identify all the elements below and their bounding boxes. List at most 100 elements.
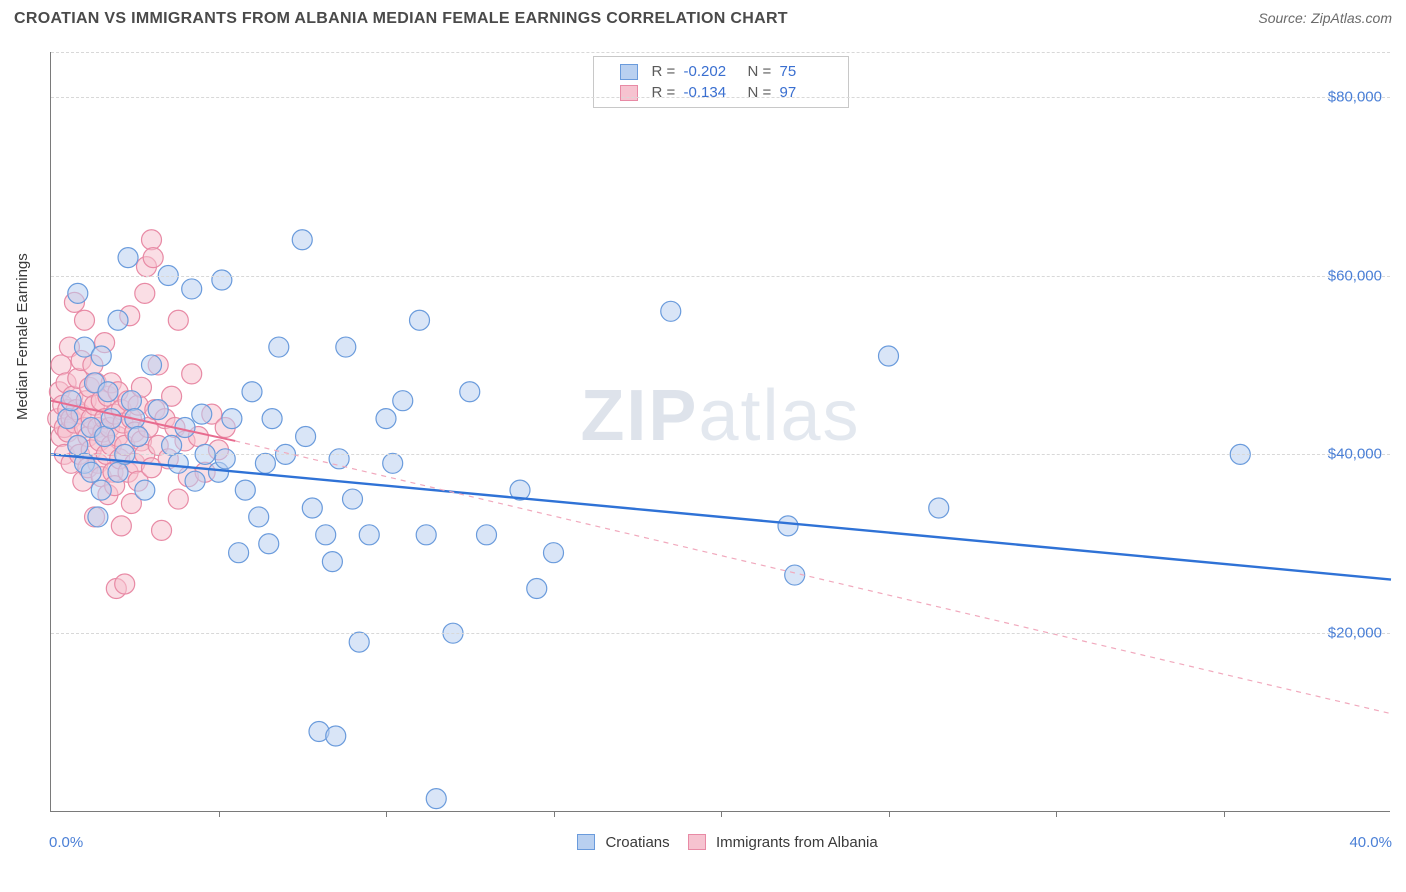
legend-swatch-croatians-b	[577, 834, 595, 850]
data-point	[58, 409, 78, 429]
data-point	[135, 480, 155, 500]
data-point	[302, 498, 322, 518]
data-point	[91, 480, 111, 500]
n-label: N =	[748, 84, 772, 101]
legend-swatch-croatians	[620, 64, 638, 80]
grid-line	[51, 454, 1390, 455]
x-tick	[1224, 811, 1225, 817]
data-point	[343, 489, 363, 509]
data-point	[229, 543, 249, 563]
series-legend: Croatians Immigrants from Albania	[51, 834, 1390, 851]
source: Source: ZipAtlas.com	[1258, 10, 1392, 28]
data-point	[88, 507, 108, 527]
legend-row-albania: R = -0.134 N = 97	[606, 82, 836, 103]
x-tick	[554, 811, 555, 817]
data-point	[121, 391, 141, 411]
data-point	[349, 632, 369, 652]
grid-line	[51, 633, 1390, 634]
data-point	[152, 520, 172, 540]
data-point	[118, 248, 138, 268]
data-point	[527, 578, 547, 598]
data-point	[222, 409, 242, 429]
data-point	[416, 525, 436, 545]
data-point	[182, 279, 202, 299]
r-label: R =	[652, 84, 676, 101]
data-point	[460, 382, 480, 402]
legend-label-croatians: Croatians	[605, 834, 669, 851]
n-value-albania: 97	[780, 84, 836, 101]
data-point	[108, 462, 128, 482]
legend-row-croatians: R = -0.202 N = 75	[606, 61, 836, 82]
data-point	[249, 507, 269, 527]
data-point	[296, 426, 316, 446]
n-value-croatians: 75	[780, 63, 836, 80]
data-point	[259, 534, 279, 554]
y-tick-label: $80,000	[1328, 88, 1382, 105]
data-point	[383, 453, 403, 473]
chart-title: CROATIAN VS IMMIGRANTS FROM ALBANIA MEDI…	[14, 10, 788, 28]
data-point	[778, 516, 798, 536]
data-point	[95, 426, 115, 446]
data-point	[879, 346, 899, 366]
data-point	[322, 552, 342, 572]
data-point	[329, 449, 349, 469]
data-point	[269, 337, 289, 357]
correlation-legend: R = -0.202 N = 75 R = -0.134 N = 97	[593, 56, 849, 108]
data-point	[336, 337, 356, 357]
data-point	[393, 391, 413, 411]
data-point	[142, 355, 162, 375]
source-label: Source:	[1258, 10, 1306, 26]
data-point	[128, 426, 148, 446]
data-point	[148, 400, 168, 420]
x-tick	[386, 811, 387, 817]
legend-label-albania: Immigrants from Albania	[716, 834, 878, 851]
data-point	[168, 489, 188, 509]
y-tick-label: $60,000	[1328, 267, 1382, 284]
r-label: R =	[652, 63, 676, 80]
data-point	[91, 346, 111, 366]
data-point	[477, 525, 497, 545]
data-point	[544, 543, 564, 563]
data-point	[929, 498, 949, 518]
data-point	[326, 726, 346, 746]
data-point	[168, 310, 188, 330]
data-point	[235, 480, 255, 500]
data-point	[115, 574, 135, 594]
data-point	[215, 449, 235, 469]
data-point	[262, 409, 282, 429]
n-label: N =	[748, 63, 772, 80]
trend-line	[235, 441, 1391, 714]
data-point	[185, 471, 205, 491]
data-point	[75, 310, 95, 330]
data-point	[212, 270, 232, 290]
plot-svg	[51, 52, 1390, 811]
scatter-chart: ZIPatlas R = -0.202 N = 75 R = -0.134 N …	[50, 52, 1390, 812]
data-point	[182, 364, 202, 384]
data-point	[142, 230, 162, 250]
x-max-label: 40.0%	[1349, 834, 1392, 851]
data-point	[162, 435, 182, 455]
grid-line	[51, 276, 1390, 277]
x-tick	[219, 811, 220, 817]
data-point	[68, 283, 88, 303]
data-point	[68, 435, 88, 455]
data-point	[81, 462, 101, 482]
data-point	[426, 789, 446, 809]
data-point	[661, 301, 681, 321]
y-tick-label: $40,000	[1328, 446, 1382, 463]
x-tick	[1056, 811, 1057, 817]
data-point	[143, 248, 163, 268]
data-point	[51, 355, 71, 375]
legend-swatch-albania-b	[688, 834, 706, 850]
grid-line	[51, 52, 1390, 53]
data-point	[255, 453, 275, 473]
r-value-croatians: -0.202	[684, 63, 740, 80]
data-point	[111, 516, 131, 536]
data-point	[108, 310, 128, 330]
data-point	[135, 283, 155, 303]
data-point	[316, 525, 336, 545]
y-axis-label: Median Female Earnings	[14, 253, 31, 420]
x-min-label: 0.0%	[49, 834, 83, 851]
y-tick-label: $20,000	[1328, 625, 1382, 642]
data-point	[192, 404, 212, 424]
